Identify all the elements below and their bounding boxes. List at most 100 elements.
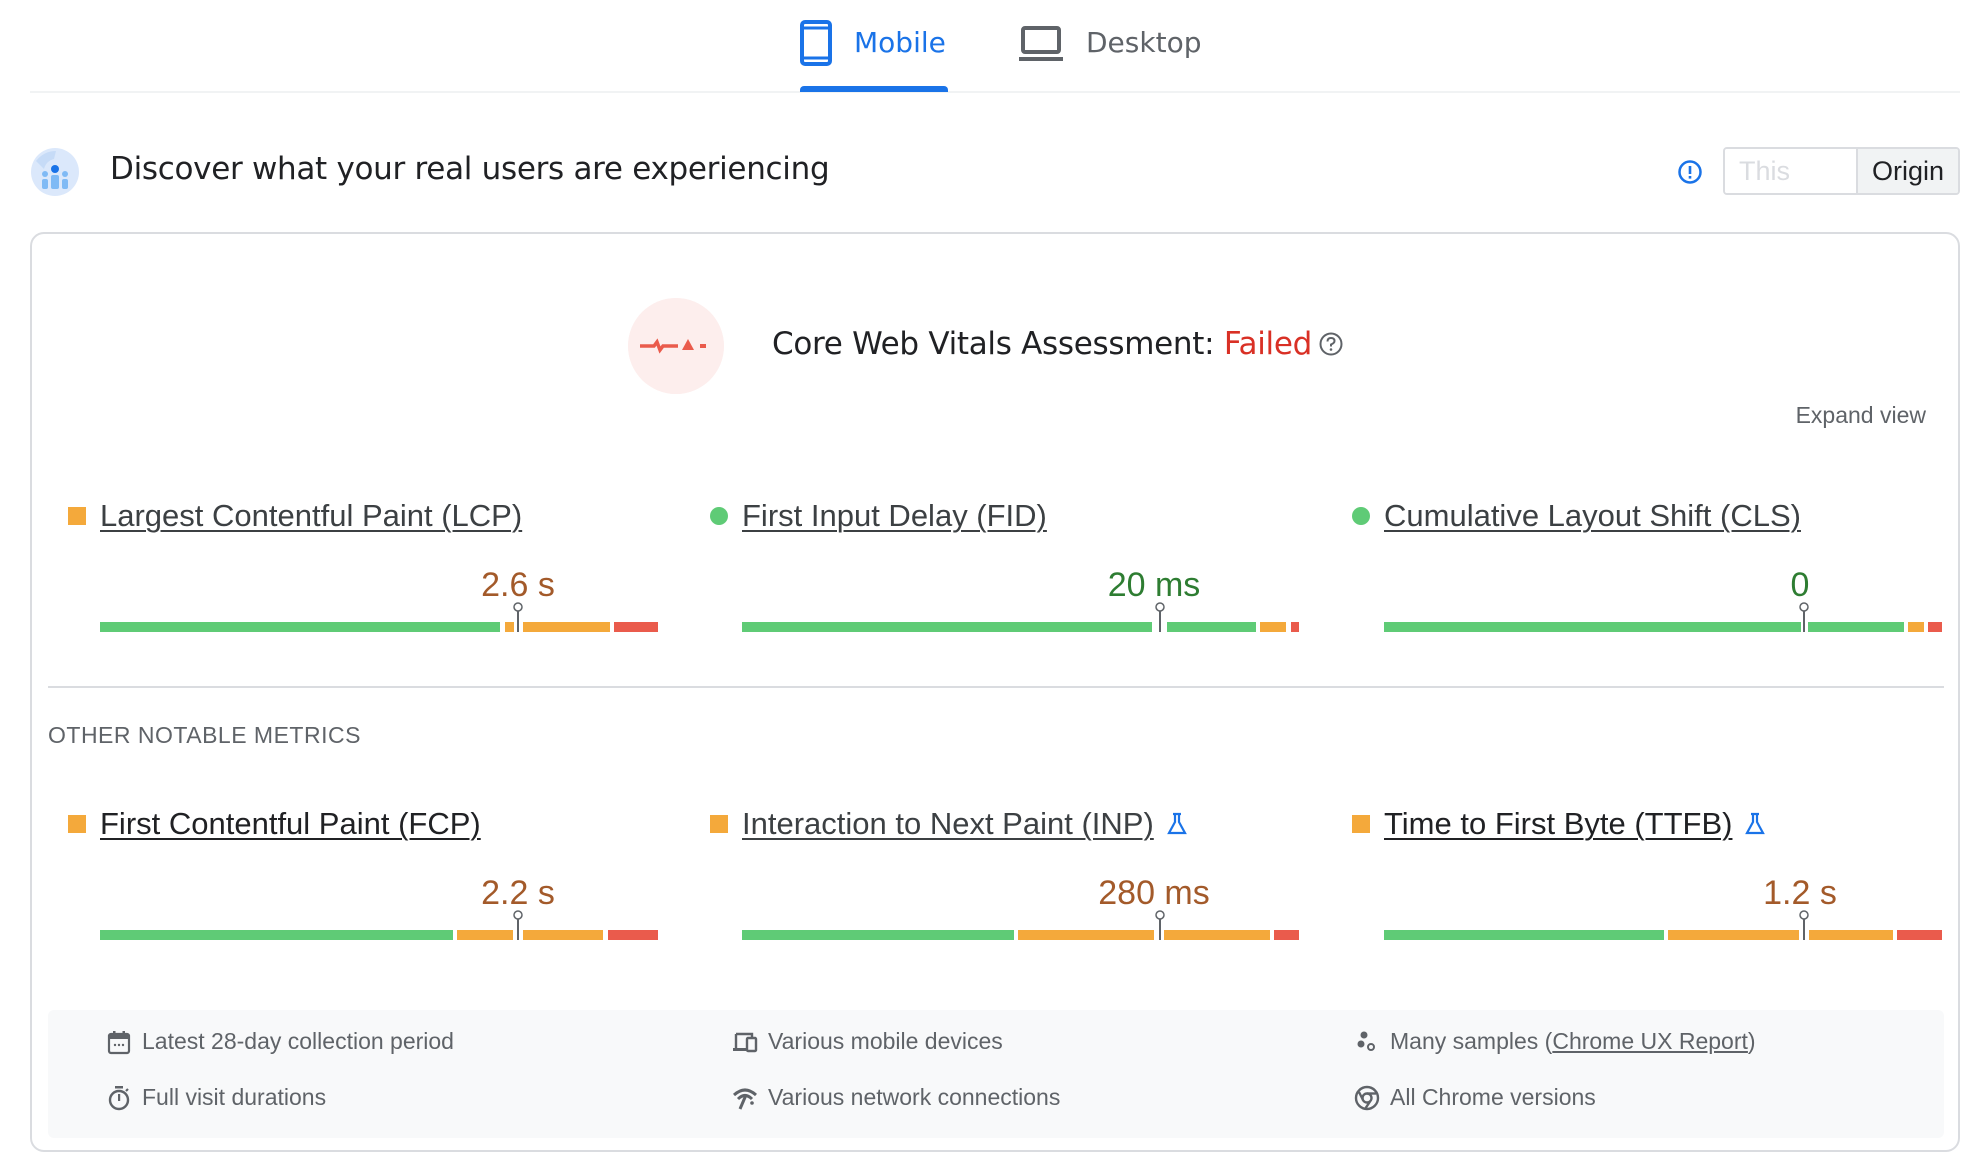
- footer-item-visit-durations: Full visit durations: [106, 1084, 326, 1111]
- bar-average-segment: [1260, 622, 1286, 632]
- metric-fid: First Input Delay (FID) 20 ms: [710, 496, 1300, 656]
- metric-ttfb-distribution-bar: [1384, 910, 1942, 940]
- laptop-icon: [1019, 26, 1063, 61]
- metric-lcp-distribution-bar: [100, 602, 658, 632]
- smartphone-icon: [800, 20, 832, 66]
- footer-item-chrome-versions: All Chrome versions: [1354, 1084, 1596, 1111]
- metric-inp-link[interactable]: Interaction to Next Paint (INP): [742, 806, 1154, 841]
- tab-desktop[interactable]: Desktop: [1018, 18, 1201, 92]
- percentile-marker-icon: [1155, 910, 1165, 940]
- stopwatch-icon: [108, 1085, 130, 1110]
- metric-lcp-value: 2.6 s: [481, 566, 555, 604]
- average-indicator-icon: [710, 815, 728, 833]
- metric-inp-value: 280 ms: [1098, 874, 1210, 912]
- assessment-failed-icon: [628, 298, 724, 394]
- bar-poor-segment: [1897, 930, 1942, 940]
- average-indicator-icon: [1352, 815, 1370, 833]
- percentile-marker-icon: [1799, 910, 1809, 940]
- bar-good-segment: [742, 622, 1152, 632]
- bar-good-segment: [1167, 622, 1256, 632]
- help-circle-icon[interactable]: [1318, 331, 1344, 357]
- bar-poor-segment: [608, 930, 658, 940]
- experimental-flask-icon: [1166, 812, 1187, 835]
- bar-good-segment: [1384, 622, 1801, 632]
- bar-good-segment: [742, 930, 1014, 940]
- bar-poor-segment: [1928, 622, 1942, 632]
- bar-good-segment: [1808, 622, 1904, 632]
- metric-cls-distribution-bar: [1384, 602, 1942, 632]
- tab-desktop-label: Desktop: [1086, 26, 1202, 59]
- metric-fid-distribution-bar: [742, 602, 1300, 632]
- footer-item-samples: Many samples (Chrome UX Report): [1354, 1028, 1756, 1055]
- bar-poor-segment: [614, 622, 658, 632]
- metric-ttfb-value: 1.2 s: [1763, 874, 1837, 912]
- metric-lcp-link[interactable]: Largest Contentful Paint (LCP): [100, 498, 523, 533]
- bar-average-segment: [457, 930, 513, 940]
- average-indicator-icon: [68, 815, 86, 833]
- calendar-icon: [107, 1030, 131, 1054]
- info-icon[interactable]: [1677, 159, 1703, 185]
- field-data-users-icon: [31, 148, 79, 196]
- bar-average-segment: [1164, 930, 1270, 940]
- metric-cls-value: 0: [1790, 566, 1810, 604]
- footer-item-devices: Various mobile devices: [732, 1028, 1003, 1055]
- metric-inp: Interaction to Next Paint (INP) 280 ms: [710, 804, 1300, 964]
- metric-inp-distribution-bar: [742, 910, 1300, 940]
- metric-lcp: Largest Contentful Paint (LCP) 2.6 s: [68, 496, 658, 656]
- good-indicator-icon: [1352, 507, 1370, 525]
- section-divider: [48, 686, 1944, 688]
- assessment-status: Failed: [1223, 326, 1312, 362]
- metric-fcp-link[interactable]: First Contentful Paint (FCP): [100, 806, 481, 841]
- assessment-label: Core Web Vitals Assessment:: [772, 326, 1224, 362]
- good-indicator-icon: [710, 507, 728, 525]
- url-origin-toggle: This URL Origin: [1723, 147, 1960, 195]
- active-tab-indicator: [800, 86, 948, 92]
- bar-poor-segment: [1291, 622, 1299, 632]
- bar-average-segment: [1668, 930, 1799, 940]
- bar-average-segment: [523, 930, 603, 940]
- expand-view-button[interactable]: Expand view: [1795, 402, 1926, 428]
- other-metrics-heading: OTHER NOTABLE METRICS: [48, 722, 361, 748]
- bar-poor-segment: [1274, 930, 1299, 940]
- metric-fid-value: 20 ms: [1107, 566, 1201, 604]
- bar-average-segment: [1018, 930, 1154, 940]
- percentile-marker-icon: [513, 602, 523, 632]
- bar-good-segment: [1384, 930, 1664, 940]
- field-data-header: Discover what your real users are experi…: [30, 145, 1960, 201]
- this-url-button[interactable]: This URL: [1725, 149, 1858, 193]
- percentile-marker-icon: [513, 910, 523, 940]
- metric-cls-link[interactable]: Cumulative Layout Shift (CLS): [1384, 498, 1801, 533]
- network-icon: [732, 1088, 758, 1110]
- footer-item-collection-period: Latest 28-day collection period: [106, 1028, 454, 1055]
- tab-mobile[interactable]: Mobile: [800, 18, 948, 92]
- average-indicator-icon: [68, 507, 86, 525]
- assessment-title: Core Web Vitals Assessment: Failed: [772, 326, 1312, 362]
- metric-fcp-distribution-bar: [100, 910, 658, 940]
- metric-ttfb-link[interactable]: Time to First Byte (TTFB): [1384, 806, 1733, 841]
- samples-icon: [1357, 1031, 1375, 1051]
- bar-good-segment: [100, 930, 453, 940]
- data-source-footer: Latest 28-day collection period Full vis…: [48, 1010, 1944, 1138]
- footer-item-network: Various network connections: [732, 1084, 1060, 1111]
- device-tabs: Mobile Desktop: [30, 0, 1960, 93]
- section-title: Discover what your real users are experi…: [110, 151, 830, 187]
- field-data-card: Core Web Vitals Assessment: Failed Expan…: [30, 232, 1960, 1152]
- tab-mobile-label: Mobile: [854, 26, 946, 59]
- bar-good-segment: [100, 622, 500, 632]
- devices-icon: [733, 1032, 758, 1052]
- percentile-marker-icon: [1799, 602, 1809, 632]
- bar-average-segment: [1809, 930, 1893, 940]
- origin-button[interactable]: Origin: [1857, 149, 1958, 193]
- metric-cls: Cumulative Layout Shift (CLS) 0: [1352, 496, 1942, 656]
- chrome-ux-report-link[interactable]: Chrome UX Report: [1552, 1028, 1748, 1054]
- metric-fcp: First Contentful Paint (FCP) 2.2 s: [68, 804, 658, 964]
- metric-fcp-value: 2.2 s: [481, 874, 555, 912]
- bar-average-segment: [505, 622, 514, 632]
- bar-average-segment: [523, 622, 610, 632]
- metric-ttfb: Time to First Byte (TTFB) 1.2 s: [1352, 804, 1942, 964]
- bar-average-segment: [1908, 622, 1924, 632]
- experimental-flask-icon: [1745, 812, 1766, 835]
- percentile-marker-icon: [1155, 602, 1165, 632]
- metric-fid-link[interactable]: First Input Delay (FID): [742, 498, 1047, 533]
- chrome-icon: [1354, 1085, 1380, 1110]
